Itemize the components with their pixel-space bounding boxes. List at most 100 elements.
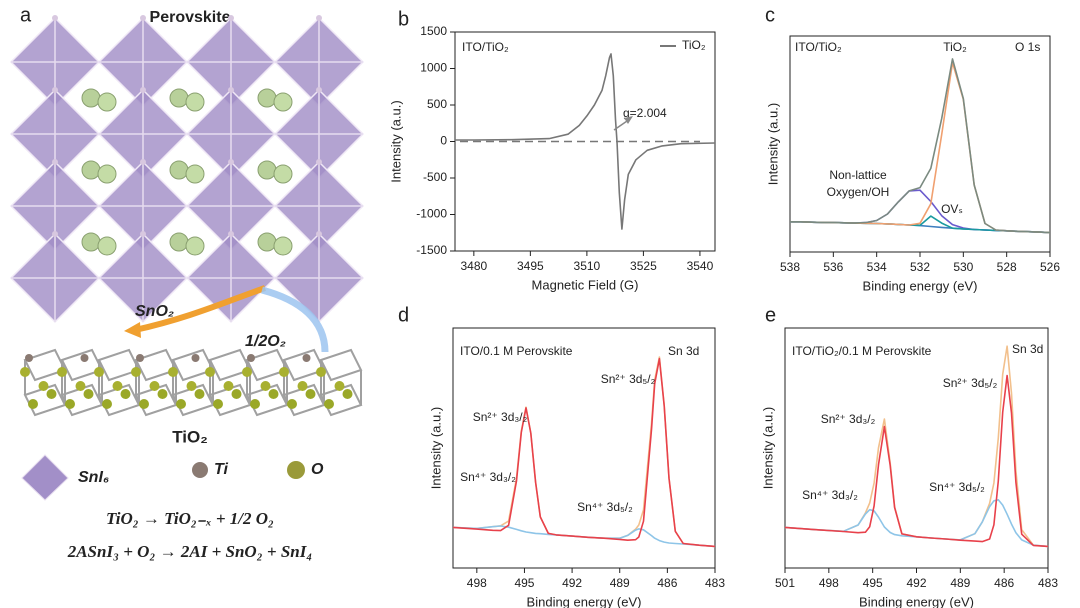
o-atom bbox=[242, 367, 252, 377]
a-cation bbox=[169, 88, 189, 108]
annotation: ITO/0.1 M Perovskite bbox=[460, 344, 573, 358]
o-atom bbox=[176, 399, 186, 409]
o-atom bbox=[157, 389, 168, 399]
atom bbox=[140, 159, 146, 165]
o-atom bbox=[75, 381, 86, 391]
o-atom bbox=[260, 381, 271, 391]
x-tick-label: 538 bbox=[780, 260, 800, 274]
o-atom bbox=[57, 367, 67, 377]
ti-atom bbox=[247, 354, 255, 362]
panel-letter: c bbox=[765, 4, 775, 26]
atom bbox=[140, 15, 146, 21]
o-atom bbox=[316, 367, 326, 377]
ti-atom bbox=[191, 354, 200, 362]
o-atom bbox=[112, 381, 123, 391]
o-atom bbox=[297, 381, 308, 391]
series-line bbox=[455, 53, 716, 230]
ti-atom bbox=[25, 354, 33, 362]
o-atom bbox=[168, 367, 178, 377]
y-tick-label: 0 bbox=[440, 134, 447, 148]
label: TiO₂ bbox=[172, 427, 208, 446]
atom bbox=[316, 231, 322, 237]
x-tick-label: 3495 bbox=[517, 259, 544, 273]
x-axis-label: Binding energy (eV) bbox=[863, 278, 978, 293]
o-atom bbox=[186, 381, 197, 391]
legend-label: TiO₂ bbox=[682, 38, 706, 52]
a-cation bbox=[185, 236, 205, 256]
diagram-title: Perovskite bbox=[150, 9, 231, 26]
ti-o-frame bbox=[319, 348, 363, 417]
o-atom bbox=[194, 389, 205, 399]
a-cation bbox=[273, 92, 293, 112]
panel-letter: d bbox=[398, 304, 409, 326]
series-line bbox=[452, 357, 716, 548]
x-tick-label: 489 bbox=[610, 576, 630, 590]
x-tick-label: 532 bbox=[910, 260, 930, 274]
y-tick-label: -1000 bbox=[416, 207, 447, 221]
a-cation bbox=[97, 164, 117, 184]
legend-ti bbox=[192, 462, 208, 478]
annotation: g=2.004 bbox=[623, 106, 667, 120]
o-atom bbox=[324, 399, 334, 409]
atom bbox=[52, 87, 58, 93]
o-atom bbox=[83, 389, 94, 399]
series-line bbox=[790, 58, 1051, 234]
a-cation bbox=[257, 232, 277, 252]
y-tick-label: 500 bbox=[427, 97, 447, 111]
o-atom bbox=[287, 399, 297, 409]
x-tick-label: 492 bbox=[906, 576, 926, 590]
panel-letter: e bbox=[765, 304, 776, 326]
x-tick-label: 498 bbox=[819, 576, 839, 590]
panel-a: a Perovskite SnO₂ 1/2O₂ TiO₂ SnI₆ Ti O T… bbox=[9, 4, 365, 561]
panel-letter: a bbox=[20, 4, 32, 26]
annotation: OVₛ bbox=[941, 202, 963, 216]
annotation: ITO/TiO₂ bbox=[795, 40, 842, 54]
series-line bbox=[784, 499, 1049, 548]
annotation: Sn⁴⁺ 3d₅/₂ bbox=[577, 500, 633, 514]
x-tick-label: 501 bbox=[775, 576, 795, 590]
annotation: Sn⁴⁺ 3d₃/₂ bbox=[460, 470, 516, 484]
o-atom bbox=[223, 381, 234, 391]
x-tick-label: 534 bbox=[867, 260, 887, 274]
annotation: Sn 3d bbox=[1012, 342, 1043, 356]
x-tick-label: 3540 bbox=[687, 259, 714, 273]
y-tick-label: 1500 bbox=[420, 24, 447, 38]
series-line bbox=[784, 374, 1049, 548]
atom bbox=[52, 231, 58, 237]
a-cation bbox=[81, 232, 101, 252]
series-line bbox=[790, 61, 1051, 234]
y-tick-label: 1000 bbox=[420, 61, 447, 75]
a-cation bbox=[81, 160, 101, 180]
chart: b 3480 3495 3510 3525 3540 -1500 -1000 -500 0 500 1… bbox=[388, 8, 716, 292]
o-atom bbox=[342, 389, 353, 399]
o-atom bbox=[213, 399, 223, 409]
annotation: Sn⁴⁺ 3d₃/₂ bbox=[802, 488, 858, 502]
x-tick-label: 536 bbox=[823, 260, 843, 274]
atom bbox=[228, 87, 234, 93]
label: SnO₂ bbox=[135, 303, 174, 320]
tio2-slab bbox=[20, 348, 363, 417]
o-atom bbox=[46, 389, 57, 399]
legend-label: O bbox=[311, 461, 324, 478]
legend-label: Ti bbox=[214, 461, 228, 478]
annotation: Oxygen/OH bbox=[827, 185, 890, 199]
y-axis-label: Intensity (a.u.) bbox=[428, 407, 443, 489]
x-tick-label: 498 bbox=[467, 576, 487, 590]
x-axis-label: Binding energy (eV) bbox=[527, 594, 642, 608]
o-atom bbox=[205, 367, 215, 377]
sno2-arrow bbox=[134, 285, 266, 333]
series-line bbox=[452, 356, 716, 548]
x-tick-label: 3510 bbox=[574, 259, 601, 273]
x-tick-label: 495 bbox=[514, 576, 534, 590]
atom bbox=[228, 159, 234, 165]
x-tick-label: 528 bbox=[997, 260, 1017, 274]
annotation: ITO/TiO₂/0.1 M Perovskite bbox=[792, 344, 932, 358]
o-atom bbox=[131, 367, 141, 377]
annotation: Sn²⁺ 3d₅/₂ bbox=[943, 376, 998, 390]
a-cation bbox=[273, 164, 293, 184]
annotation: TiO₂ bbox=[943, 40, 967, 54]
o-atom bbox=[305, 389, 316, 399]
o-atom bbox=[20, 367, 30, 377]
o-atom bbox=[28, 399, 38, 409]
